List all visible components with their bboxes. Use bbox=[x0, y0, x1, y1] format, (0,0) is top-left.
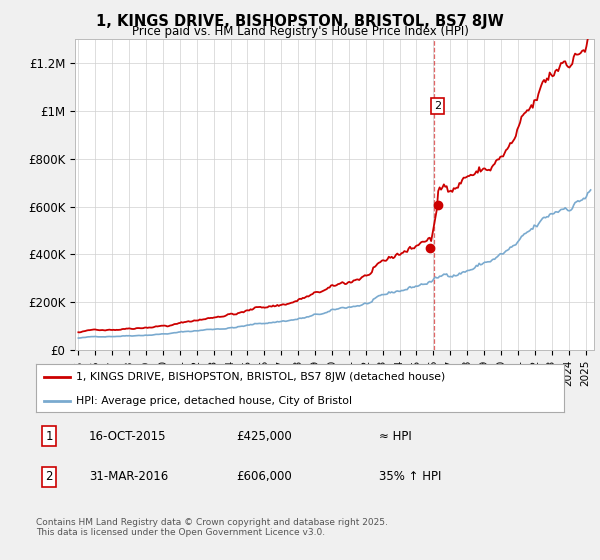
Text: ≈ HPI: ≈ HPI bbox=[379, 430, 412, 442]
Text: Contains HM Land Registry data © Crown copyright and database right 2025.
This d: Contains HM Land Registry data © Crown c… bbox=[36, 518, 388, 538]
Text: 1, KINGS DRIVE, BISHOPSTON, BRISTOL, BS7 8JW (detached house): 1, KINGS DRIVE, BISHOPSTON, BRISTOL, BS7… bbox=[76, 372, 445, 382]
Text: 1, KINGS DRIVE, BISHOPSTON, BRISTOL, BS7 8JW: 1, KINGS DRIVE, BISHOPSTON, BRISTOL, BS7… bbox=[96, 14, 504, 29]
Text: 2: 2 bbox=[46, 470, 53, 483]
Text: 1: 1 bbox=[46, 430, 53, 442]
Text: 31-MAR-2016: 31-MAR-2016 bbox=[89, 470, 168, 483]
Text: 35% ↑ HPI: 35% ↑ HPI bbox=[379, 470, 442, 483]
Text: £425,000: £425,000 bbox=[236, 430, 292, 442]
Text: £606,000: £606,000 bbox=[236, 470, 292, 483]
Text: Price paid vs. HM Land Registry's House Price Index (HPI): Price paid vs. HM Land Registry's House … bbox=[131, 25, 469, 38]
Text: 2: 2 bbox=[434, 101, 441, 111]
Text: HPI: Average price, detached house, City of Bristol: HPI: Average price, detached house, City… bbox=[76, 396, 352, 406]
Text: 16-OCT-2015: 16-OCT-2015 bbox=[89, 430, 166, 442]
